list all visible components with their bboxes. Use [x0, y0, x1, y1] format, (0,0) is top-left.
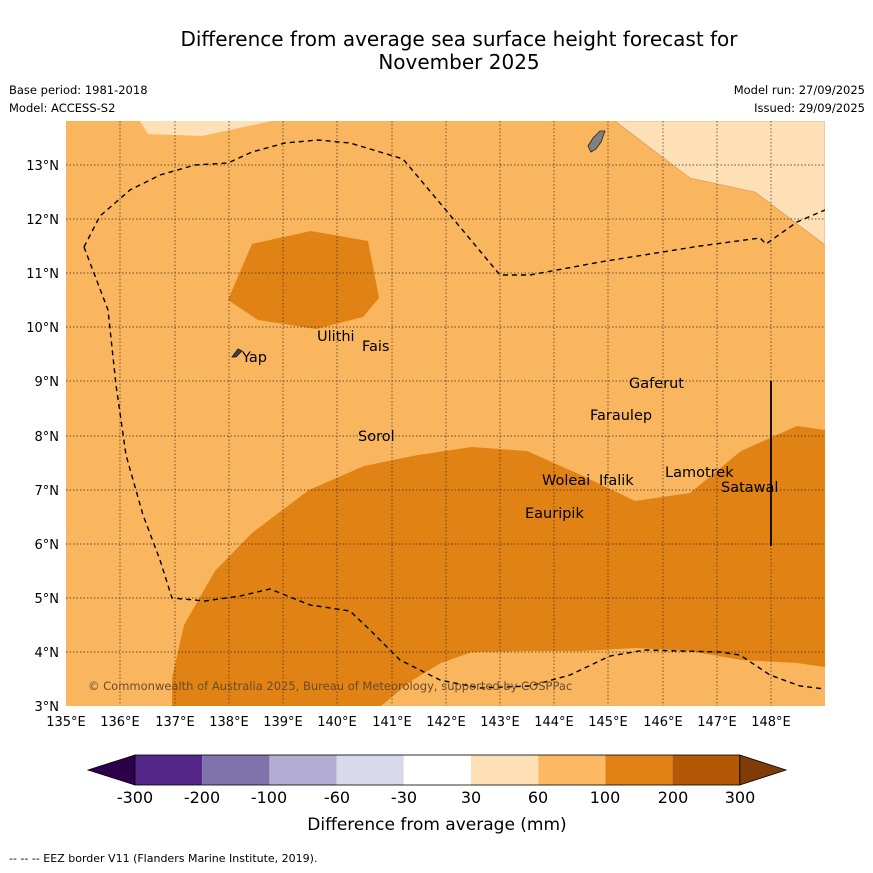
place-ifalik: Ifalik: [599, 473, 634, 489]
lon-tick: 146°E: [643, 715, 683, 730]
colorbar-label: Difference from average (mm): [307, 815, 566, 835]
model-run: Model run: 27/09/2025: [733, 83, 865, 97]
lat-tick: 3°N: [35, 700, 60, 715]
colorbar-cell: [135, 755, 203, 785]
place-faraulep: Faraulep: [590, 408, 652, 424]
lat-tick: 11°N: [26, 267, 59, 282]
colorbar-ticks: -300 -200 -100 -60 -30 30 60 100 200 300: [117, 788, 755, 807]
colorbar-tick: -60: [324, 788, 350, 807]
eez-footnote: -- -- -- EEZ border V11 (Flanders Marine…: [9, 852, 318, 865]
lat-tick: 4°N: [35, 646, 60, 661]
colorbar-cell: [538, 755, 606, 785]
map-title: Difference from average sea surface heig…: [0, 28, 873, 74]
lon-tick: 142°E: [426, 715, 466, 730]
meta-right: Model run: 27/09/2025 Issued: 29/09/2025: [734, 81, 865, 117]
lon-tick: 141°E: [372, 715, 412, 730]
lat-tick: 6°N: [35, 538, 60, 553]
title-line-1: Difference from average sea surface heig…: [180, 27, 738, 51]
colorbar-tick: 30: [461, 788, 481, 807]
lon-tick: 139°E: [263, 715, 303, 730]
lon-tick: 136°E: [100, 715, 140, 730]
colorbar-cell: [202, 755, 270, 785]
colorbar-tick: 100: [590, 788, 621, 807]
lat-tick: 8°N: [35, 430, 60, 445]
field-30-60-east: [614, 121, 825, 246]
field-100-200-north: [228, 231, 379, 329]
place-fais: Fais: [362, 339, 389, 355]
place-ulithi: Ulithi: [317, 329, 355, 345]
colorbar-tick: 200: [658, 788, 689, 807]
lat-tick-labels: 3°N 4°N 5°N 6°N 7°N 8°N 9°N 10°N 11°N 12…: [26, 159, 59, 715]
place-yap: Yap: [241, 350, 267, 366]
eez-border-west: [83, 246, 825, 690]
field-30-60-west: [140, 121, 272, 136]
lat-tick: 13°N: [26, 159, 59, 174]
guam-island: [587, 130, 606, 153]
lon-tick: 145°E: [588, 715, 628, 730]
lon-tick: 148°E: [751, 715, 791, 730]
colorbar-cell: [269, 755, 337, 785]
lon-tick: 147°E: [697, 715, 737, 730]
place-eauripik: Eauripik: [525, 506, 584, 522]
model-name: Model: ACCESS-S2: [9, 101, 116, 115]
place-labels: Yap Ulithi Fais Sorol Gaferut Faraulep W…: [241, 329, 778, 522]
place-woleai: Woleai: [542, 473, 590, 489]
colorbar-tick: 60: [528, 788, 548, 807]
place-satawal: Satawal: [721, 480, 778, 496]
place-sorol: Sorol: [358, 429, 395, 445]
colorbar-cell: [672, 755, 740, 785]
colorbar-tick: -100: [251, 788, 287, 807]
yap-island: [231, 348, 243, 358]
meta-left: Base period: 1981-2018 Model: ACCESS-S2: [9, 81, 148, 117]
field-100-200-south: [172, 426, 825, 706]
lon-tick: 143°E: [480, 715, 520, 730]
colorbar-frame: [134, 754, 741, 786]
colorbar-cell: [336, 755, 404, 785]
lat-tick: 9°N: [35, 375, 60, 390]
colorbar-tick: -30: [391, 788, 417, 807]
lat-tick: 7°N: [35, 484, 60, 499]
colorbar-cell: [86, 754, 136, 786]
colorbar: -300 -200 -100 -60 -30 30 60 100 200 300…: [86, 754, 788, 835]
place-gaferut: Gaferut: [629, 376, 684, 392]
lon-tick: 138°E: [209, 715, 249, 730]
lat-tick: 10°N: [26, 321, 59, 336]
lon-tick: 144°E: [534, 715, 574, 730]
issued-date: Issued: 29/09/2025: [754, 101, 865, 115]
title-line-2: November 2025: [378, 50, 540, 74]
colorbar-cell: [739, 754, 788, 786]
eez-borders: [83, 139, 825, 690]
lon-tick-labels: 135°E 136°E 137°E 138°E 139°E 140°E 141°…: [46, 715, 791, 730]
graticule: [66, 121, 825, 706]
lon-tick: 135°E: [46, 715, 86, 730]
colorbar-tick: -200: [184, 788, 220, 807]
colorbar-cell: [471, 755, 539, 785]
lon-tick: 140°E: [317, 715, 357, 730]
eez-border-main: [83, 139, 825, 276]
place-lamotrek: Lamotrek: [665, 465, 734, 481]
colorbar-cell: [605, 755, 673, 785]
colorbar-tick: -300: [117, 788, 153, 807]
contour-fields: [66, 121, 825, 706]
base-period: Base period: 1981-2018: [9, 83, 148, 97]
lat-tick: 12°N: [26, 213, 59, 228]
copyright-notice: © Commonwealth of Australia 2025, Bureau…: [88, 679, 572, 693]
colorbar-cell: [403, 755, 471, 785]
colorbar-tick: 300: [725, 788, 756, 807]
lat-tick: 5°N: [35, 592, 60, 607]
lon-tick: 137°E: [155, 715, 195, 730]
